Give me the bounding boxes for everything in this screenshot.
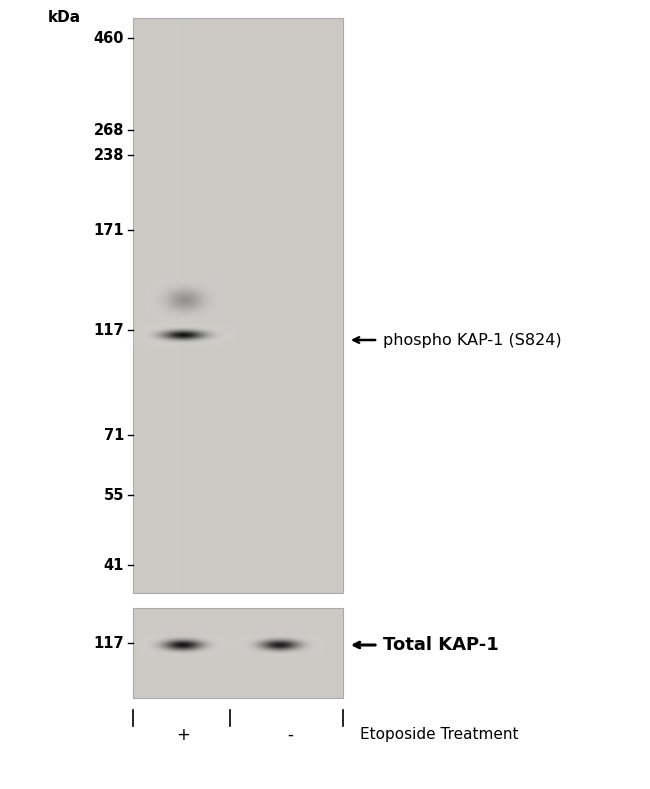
Text: phospho KAP-1 (S824): phospho KAP-1 (S824) <box>383 332 562 347</box>
Text: 268: 268 <box>94 122 124 137</box>
Bar <box>133 18 343 593</box>
Text: -: - <box>287 726 293 744</box>
Text: 460: 460 <box>94 31 124 46</box>
Text: +: + <box>176 726 190 744</box>
Text: 55: 55 <box>103 488 124 503</box>
Bar <box>133 608 343 698</box>
Text: 41: 41 <box>103 558 124 573</box>
Text: 238: 238 <box>94 148 124 163</box>
Text: 71: 71 <box>103 428 124 443</box>
Text: 117: 117 <box>94 323 124 338</box>
Text: kDa: kDa <box>48 10 81 25</box>
Text: Etoposide Treatment: Etoposide Treatment <box>360 727 519 742</box>
Text: 117: 117 <box>94 635 124 650</box>
Text: 171: 171 <box>94 222 124 237</box>
Text: Total KAP-1: Total KAP-1 <box>383 636 499 654</box>
